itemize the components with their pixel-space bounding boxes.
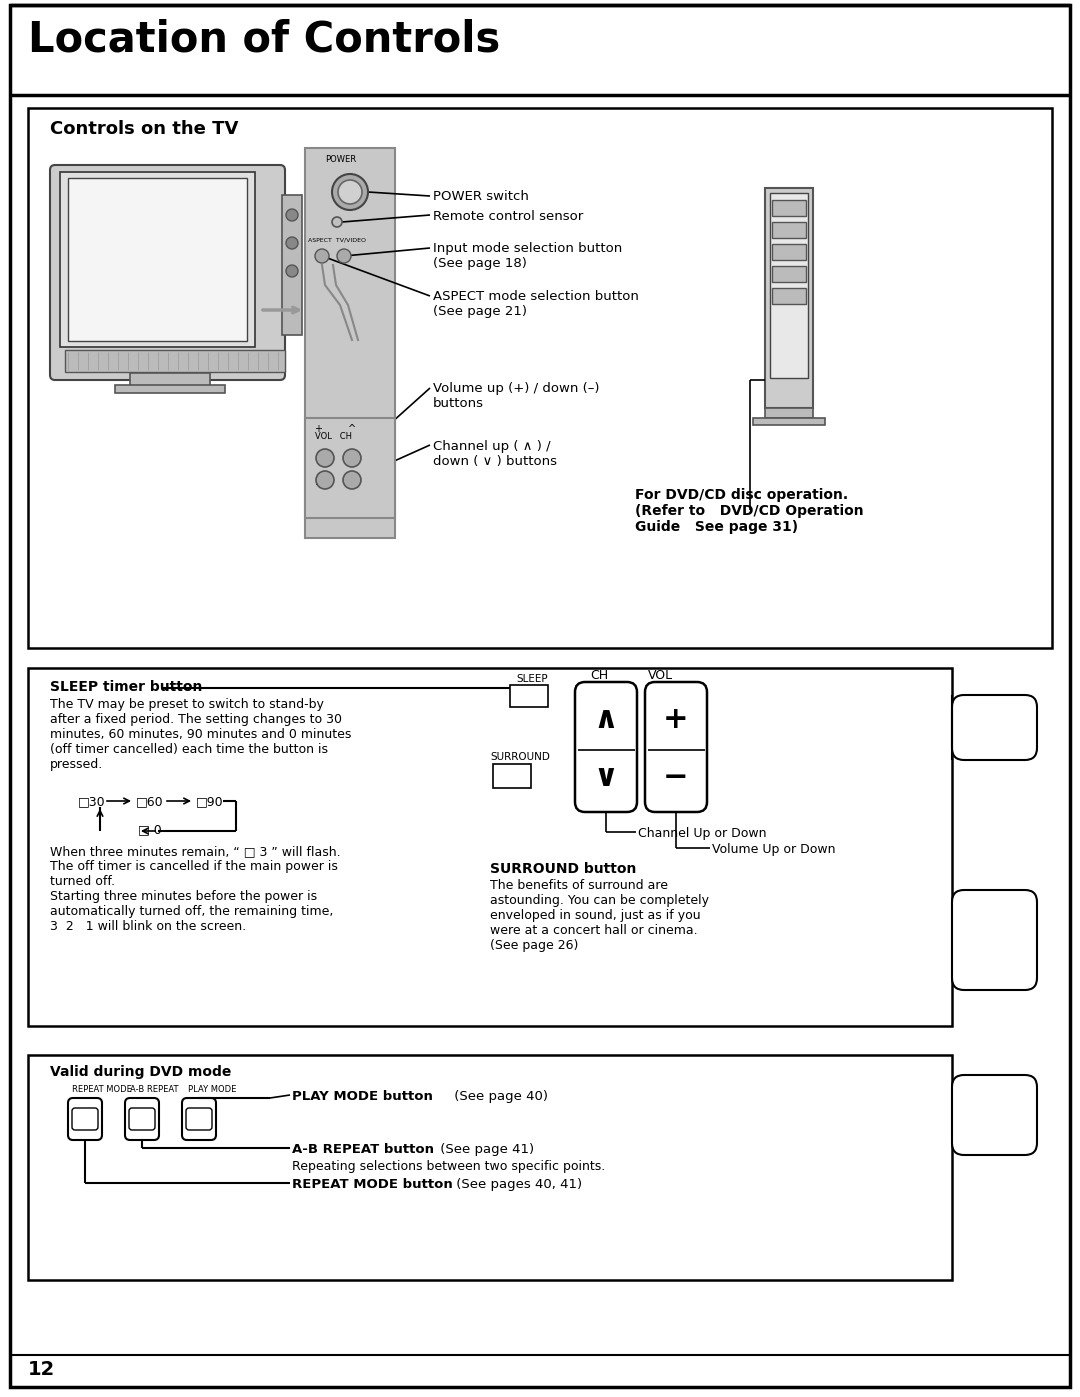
Bar <box>772 200 806 217</box>
Text: SURROUND: SURROUND <box>490 752 550 761</box>
Text: +        ^: + ^ <box>315 425 356 434</box>
Bar <box>28 668 951 1025</box>
Bar <box>772 265 806 282</box>
Text: SLEEP: SLEEP <box>516 673 548 685</box>
Bar <box>60 172 255 346</box>
Bar <box>765 189 813 408</box>
Text: ∧: ∧ <box>594 705 619 735</box>
Text: Controls on the TV: Controls on the TV <box>50 120 239 138</box>
Text: □90: □90 <box>195 795 224 807</box>
Circle shape <box>315 249 329 263</box>
Text: ASPECT  TV/VIDEO: ASPECT TV/VIDEO <box>308 237 366 243</box>
FancyBboxPatch shape <box>645 682 707 812</box>
Circle shape <box>343 471 361 489</box>
Text: Remote control sensor: Remote control sensor <box>433 210 583 224</box>
Bar <box>68 177 247 341</box>
Text: +: + <box>663 705 689 735</box>
Text: REPEAT MODE button: REPEAT MODE button <box>292 1178 453 1192</box>
Text: The benefits of surround are
astounding. You can be completely
enveloped in soun: The benefits of surround are astounding.… <box>490 879 708 951</box>
FancyBboxPatch shape <box>72 1108 98 1130</box>
FancyBboxPatch shape <box>129 1108 156 1130</box>
Text: −          v: − v <box>315 481 360 490</box>
Text: Channel up ( ∧ ) /
down ( ∨ ) buttons: Channel up ( ∧ ) / down ( ∨ ) buttons <box>433 440 557 468</box>
Bar <box>130 373 210 388</box>
Text: A-B REPEAT button: A-B REPEAT button <box>292 1143 434 1155</box>
Text: PLAY MODE button: PLAY MODE button <box>292 1090 433 1104</box>
Circle shape <box>286 237 298 249</box>
Text: The TV may be preset to switch to stand-by
after a fixed period. The setting cha: The TV may be preset to switch to stand-… <box>50 698 351 771</box>
Circle shape <box>316 471 334 489</box>
Bar <box>772 222 806 237</box>
Bar <box>28 108 1052 648</box>
Text: When three minutes remain, “ □ 3 ” will flash.
The off timer is cancelled if the: When three minutes remain, “ □ 3 ” will … <box>50 845 340 933</box>
Bar <box>510 685 548 707</box>
Circle shape <box>338 180 362 204</box>
Text: Volume up (+) / down (–)
buttons: Volume up (+) / down (–) buttons <box>433 381 599 409</box>
Bar <box>28 1055 951 1280</box>
Text: −: − <box>663 764 689 792</box>
Bar <box>114 386 225 393</box>
Text: For DVD/CD disc operation.
(Refer to   DVD/CD Operation
Guide   See page 31): For DVD/CD disc operation. (Refer to DVD… <box>635 488 864 535</box>
FancyBboxPatch shape <box>68 1098 102 1140</box>
Bar <box>492 764 531 788</box>
Circle shape <box>343 448 361 467</box>
FancyBboxPatch shape <box>951 694 1037 760</box>
FancyBboxPatch shape <box>50 165 285 380</box>
Text: A-B REPEAT: A-B REPEAT <box>130 1085 178 1094</box>
Text: REPEAT MODE: REPEAT MODE <box>72 1085 132 1094</box>
FancyBboxPatch shape <box>186 1108 212 1130</box>
FancyBboxPatch shape <box>575 682 637 812</box>
Text: Location of Controls: Location of Controls <box>28 18 500 60</box>
FancyBboxPatch shape <box>951 1076 1037 1155</box>
Text: Valid during DVD mode: Valid during DVD mode <box>50 1065 231 1078</box>
Text: ∨: ∨ <box>594 764 619 792</box>
Text: SURROUND button: SURROUND button <box>490 862 636 876</box>
Text: PLAY MODE: PLAY MODE <box>188 1085 237 1094</box>
Circle shape <box>286 210 298 221</box>
Text: POWER switch: POWER switch <box>433 190 529 203</box>
Text: Repeating selections between two specific points.: Repeating selections between two specifi… <box>292 1160 605 1173</box>
Text: CH: CH <box>590 669 608 682</box>
Text: □60: □60 <box>136 795 164 807</box>
Bar <box>282 196 302 335</box>
Bar <box>65 351 285 372</box>
Text: ASPECT mode selection button
(See page 21): ASPECT mode selection button (See page 2… <box>433 291 639 319</box>
FancyBboxPatch shape <box>951 890 1037 990</box>
Text: VOL   CH: VOL CH <box>315 432 352 441</box>
Text: Channel Up or Down: Channel Up or Down <box>638 827 767 840</box>
Bar <box>305 148 395 538</box>
Text: □ 0: □ 0 <box>138 823 162 835</box>
Circle shape <box>337 249 351 263</box>
Text: SLEEP timer button: SLEEP timer button <box>50 680 202 694</box>
Bar <box>305 418 395 518</box>
Circle shape <box>332 175 368 210</box>
Text: POWER: POWER <box>325 155 356 163</box>
Circle shape <box>332 217 342 226</box>
Bar <box>753 418 825 425</box>
FancyBboxPatch shape <box>183 1098 216 1140</box>
Text: 12: 12 <box>28 1361 55 1379</box>
Text: VOL: VOL <box>648 669 673 682</box>
Text: Volume Up or Down: Volume Up or Down <box>712 842 836 856</box>
Circle shape <box>316 448 334 467</box>
Bar <box>770 193 808 379</box>
Bar <box>765 408 813 418</box>
Text: (See page 40): (See page 40) <box>450 1090 548 1104</box>
Circle shape <box>286 265 298 277</box>
Text: Input mode selection button
(See page 18): Input mode selection button (See page 18… <box>433 242 622 270</box>
Bar <box>772 244 806 260</box>
FancyBboxPatch shape <box>125 1098 159 1140</box>
Text: □30: □30 <box>78 795 106 807</box>
Text: (See pages 40, 41): (See pages 40, 41) <box>453 1178 582 1192</box>
Text: (See page 41): (See page 41) <box>436 1143 535 1155</box>
Bar <box>772 288 806 305</box>
